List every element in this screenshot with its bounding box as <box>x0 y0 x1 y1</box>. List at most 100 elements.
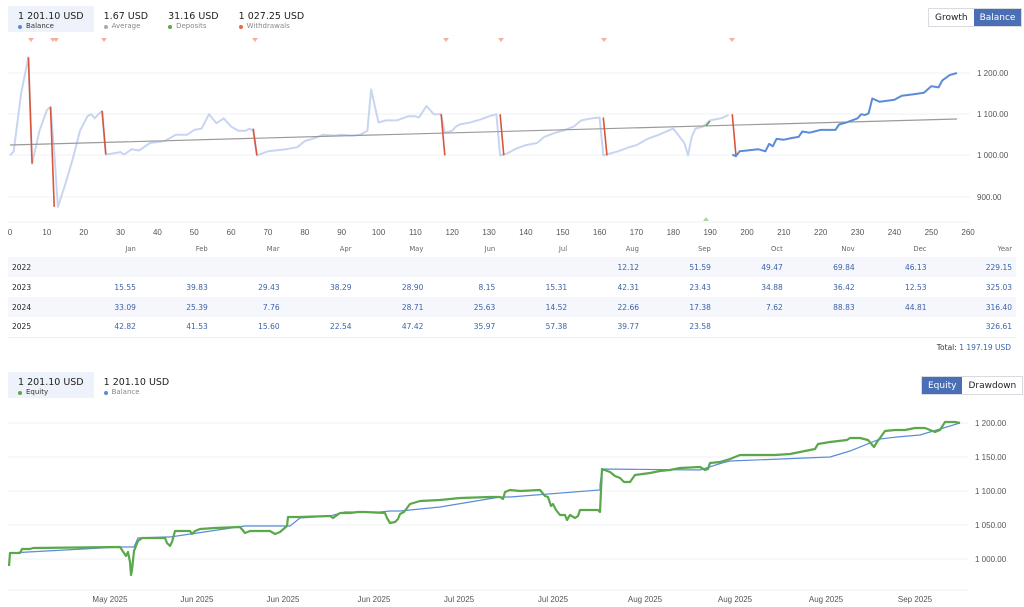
month-value-cell[interactable]: 33.09 <box>68 297 140 317</box>
month-value-cell[interactable]: 51.59 <box>643 257 715 277</box>
legend-balance[interactable]: 1 201.10 USD Balance <box>8 6 94 32</box>
month-value-cell[interactable]: 28.71 <box>355 297 428 317</box>
year-total-cell[interactable]: 326.61 <box>930 317 1016 338</box>
year-total-cell[interactable]: 316.40 <box>930 297 1016 317</box>
equity-dot-icon <box>18 390 22 395</box>
month-value-cell[interactable]: 22.66 <box>571 297 643 317</box>
x-tick: 70 <box>263 228 272 237</box>
x-tick: Jul 2025 <box>538 595 569 604</box>
month-value-cell[interactable]: 42.31 <box>617 282 639 292</box>
month-value-cell[interactable]: 14.52 <box>499 297 572 317</box>
month-value-cell[interactable]: 34.88 <box>761 282 783 292</box>
month-value-cell[interactable]: 7.76 <box>211 297 284 317</box>
withdrawal-marker-icon[interactable] <box>443 38 449 42</box>
month-value-cell <box>427 257 500 277</box>
equity-button[interactable]: Equity <box>922 377 963 394</box>
month-value-cell[interactable]: 47.42 <box>355 317 428 338</box>
month-value-cell[interactable]: 42.82 <box>68 317 140 338</box>
y-tick: 1 100.00 <box>977 110 1009 119</box>
withdrawal-marker-icon[interactable] <box>601 38 607 42</box>
growth-button[interactable]: Growth <box>929 9 974 26</box>
withdrawal-marker-icon[interactable] <box>28 38 34 42</box>
table-row: 2024 33.09 25.39 7.76 28.71 25.63 14.52 22.66 17… <box>8 297 1016 317</box>
withdrawal-markers <box>28 38 735 42</box>
balance-chart[interactable]: 1 200.00 1 100.00 1 000.00 900.00 0 10 20 3… <box>0 0 1024 240</box>
month-value-cell[interactable]: 25.39 <box>139 297 212 317</box>
y-tick: 1 200.00 <box>975 419 1007 428</box>
month-value-cell[interactable]: 36.42 <box>833 282 855 292</box>
x-tick: 190 <box>703 228 717 237</box>
withdrawal-marker-icon[interactable] <box>252 38 258 42</box>
withdrawal-marker-icon[interactable] <box>729 38 735 42</box>
month-value-cell <box>211 257 284 277</box>
column-header <box>8 240 68 257</box>
withdrawal-marker-icon[interactable] <box>53 38 59 42</box>
month-value-cell[interactable]: 25.63 <box>427 297 500 317</box>
month-value-cell[interactable]: 28.90 <box>401 282 424 292</box>
month-value-cell[interactable]: 23.58 <box>643 317 715 338</box>
month-value-cell[interactable]: 35.97 <box>427 317 500 338</box>
x-tick: 20 <box>79 228 88 237</box>
month-value-cell <box>858 317 931 338</box>
legend-deposits[interactable]: 31.16 USD Deposits <box>158 6 229 32</box>
equity-legend: 1 201.10 USD Equity 1 201.10 USD Balance <box>8 372 179 398</box>
month-value-cell[interactable]: 88.83 <box>786 297 859 317</box>
month-value-cell[interactable]: 23.43 <box>689 282 711 292</box>
x-tick: 250 <box>925 228 939 237</box>
withdrawal-marker-icon[interactable] <box>498 38 504 42</box>
column-header: Jan <box>125 244 136 253</box>
column-header: Year <box>997 244 1012 253</box>
month-value-cell[interactable]: 49.47 <box>714 257 787 277</box>
month-value-cell <box>283 297 356 317</box>
legend-equity[interactable]: 1 201.10 USD Equity <box>8 372 94 398</box>
deposit-segment <box>705 120 711 127</box>
year-total-cell[interactable]: 325.03 <box>985 282 1012 292</box>
withdrawal-marker-icon[interactable] <box>101 38 107 42</box>
month-value-cell[interactable]: 15.60 <box>211 317 284 338</box>
legend-equity-balance[interactable]: 1 201.10 USD Balance <box>94 372 180 398</box>
month-value-cell[interactable]: 46.13 <box>858 257 931 277</box>
x-tick: 110 <box>409 228 422 237</box>
month-value-cell[interactable]: 15.31 <box>545 282 568 292</box>
month-value-cell[interactable]: 41.53 <box>139 317 212 338</box>
x-tick: 50 <box>190 228 199 237</box>
month-value-cell[interactable]: 12.53 <box>905 282 927 292</box>
deposit-marker-icon[interactable] <box>703 217 709 221</box>
x-tick: 60 <box>227 228 236 237</box>
month-value-cell[interactable]: 8.15 <box>478 282 496 292</box>
legend-balance-label: Balance <box>26 22 54 30</box>
year-cell: 2025 <box>8 317 68 338</box>
month-value-cell <box>139 257 212 277</box>
month-value-cell[interactable]: 22.54 <box>283 317 356 338</box>
year-cell: 2022 <box>8 257 68 277</box>
column-header: Feb <box>195 244 208 253</box>
balance-button[interactable]: Balance <box>973 9 1022 26</box>
month-value-cell[interactable]: 44.81 <box>858 297 931 317</box>
month-value-cell[interactable]: 57.38 <box>499 317 572 338</box>
growth-balance-toggle: Growth Balance <box>928 8 1023 27</box>
x-tick: Sep 2025 <box>898 595 933 604</box>
x-tick: 10 <box>42 228 51 237</box>
y-tick: 1 000.00 <box>977 151 1009 160</box>
x-tick: 230 <box>851 228 865 237</box>
x-tick: 40 <box>153 228 162 237</box>
legend-withdrawals[interactable]: 1 027.25 USD Withdrawals <box>229 6 315 32</box>
drawdown-button[interactable]: Drawdown <box>962 377 1023 394</box>
month-value-cell[interactable]: 38.29 <box>330 282 352 292</box>
month-value-cell[interactable]: 69.84 <box>786 257 859 277</box>
month-value-cell[interactable]: 12.12 <box>571 257 643 277</box>
year-total-cell[interactable]: 229.15 <box>930 257 1016 277</box>
y-tick: 1 000.00 <box>975 555 1007 564</box>
month-value-cell[interactable]: 17.38 <box>643 297 715 317</box>
month-value-cell[interactable]: 7.62 <box>714 297 787 317</box>
legend-equity-value: 1 201.10 USD <box>18 377 84 388</box>
balance-legend: 1 201.10 USD Balance 1.67 USD Average 31… <box>8 6 314 32</box>
month-value-cell[interactable]: 39.77 <box>571 317 643 338</box>
month-value-cell[interactable]: 15.55 <box>114 282 136 292</box>
month-value-cell <box>68 257 140 277</box>
year-cell: 2024 <box>8 297 68 317</box>
month-value-cell[interactable]: 29.43 <box>258 282 280 292</box>
legend-average[interactable]: 1.67 USD Average <box>94 6 158 32</box>
legend-balance-value: 1 201.10 USD <box>18 11 84 22</box>
month-value-cell[interactable]: 39.83 <box>186 282 208 292</box>
